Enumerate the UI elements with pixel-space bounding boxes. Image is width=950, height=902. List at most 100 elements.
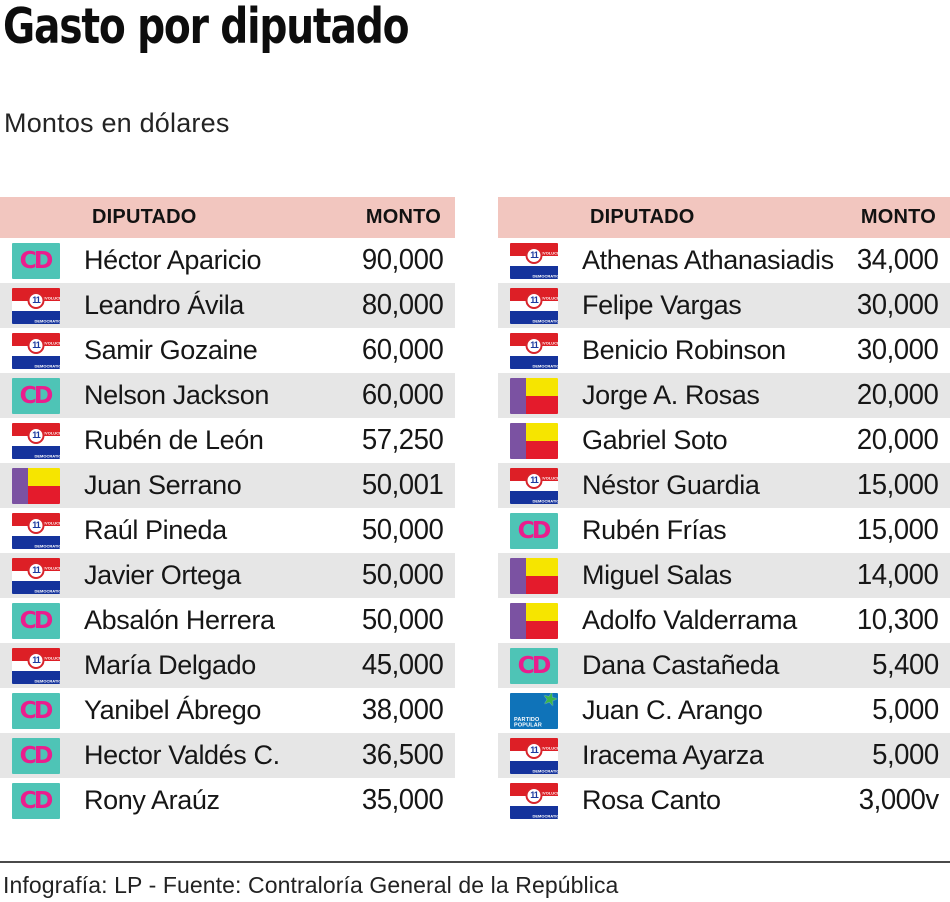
table-row: REVOLUCIONARIODEMOCRATICO11 Rosa Canto 3…	[498, 778, 950, 823]
table-header: DIPUTADO MONTO	[0, 197, 455, 238]
cd-logo: CD	[12, 242, 60, 279]
deputy-name: Dana Castañeda	[582, 650, 780, 680]
amount-value: 30,000	[857, 334, 939, 366]
prd-logo: REVOLUCIONARIODEMOCRATICO11	[510, 332, 558, 369]
amount-value: 3,000v	[858, 784, 939, 816]
prd-logo: REVOLUCIONARIODEMOCRATICO11	[510, 287, 558, 324]
table-row: Gabriel Soto 20,000	[498, 418, 950, 463]
table-row: CD Nelson Jackson 60,000	[0, 373, 455, 418]
cd-logo: CD	[510, 647, 558, 684]
amount-value: 60,000	[362, 334, 444, 366]
page-subtitle: Montos en dólares	[4, 108, 230, 138]
column-header-monto: MONTO	[365, 206, 441, 228]
page-title: Gasto por diputado	[3, 0, 410, 55]
prd-logo: REVOLUCIONARIODEMOCRATICO11	[12, 422, 60, 459]
deputy-name: Felipe Vargas	[582, 290, 742, 320]
cd-logo: CD	[510, 512, 558, 549]
deputy-name: Juan Serrano	[84, 470, 242, 500]
prd-logo: REVOLUCIONARIODEMOCRATICO11	[510, 737, 558, 774]
prd-logo: REVOLUCIONARIODEMOCRATICO11	[12, 647, 60, 684]
deputy-name: Rubén Frías	[582, 515, 727, 545]
panamenista-flag-logo	[12, 467, 60, 504]
table-row: REVOLUCIONARIODEMOCRATICO11 Javier Orteg…	[0, 553, 455, 598]
panamenista-flag-logo	[510, 422, 558, 459]
deputy-name: Gabriel Soto	[582, 425, 728, 455]
deputy-name: Raúl Pineda	[84, 515, 227, 545]
deputy-name: Leandro Ávila	[84, 290, 244, 320]
deputy-name: Athenas Athanasiadis	[582, 245, 834, 275]
deputy-name: Jorge A. Rosas	[582, 380, 760, 410]
amount-value: 38,000	[362, 694, 444, 726]
deputy-name: Iracema Ayarza	[582, 740, 764, 770]
deputy-name: Rosa Canto	[582, 785, 721, 815]
deputies-table-right: DIPUTADO MONTO REVOLUCIONARIODEMOCRATICO…	[498, 197, 950, 823]
table-row: REVOLUCIONARIODEMOCRATICO11 Benicio Robi…	[498, 328, 950, 373]
table-row: REVOLUCIONARIODEMOCRATICO11 Rubén de Leó…	[0, 418, 455, 463]
amount-value: 45,000	[362, 649, 444, 681]
table-row: CD Rubén Frías 15,000	[498, 508, 950, 553]
table-row: CD Hector Valdés C. 36,500	[0, 733, 455, 778]
deputy-name: Nelson Jackson	[84, 380, 269, 410]
table-row: CD Rony Araúz 35,000	[0, 778, 455, 823]
amount-value: 20,000	[857, 424, 939, 456]
amount-value: 30,000	[857, 289, 939, 321]
table-body: REVOLUCIONARIODEMOCRATICO11 Athenas Atha…	[498, 238, 950, 823]
table-row: Miguel Salas 14,000	[498, 553, 950, 598]
deputy-name: Juan C. Arango	[582, 695, 763, 725]
amount-value: 90,000	[362, 244, 444, 276]
table-row: REVOLUCIONARIODEMOCRATICO11 Raúl Pineda …	[0, 508, 455, 553]
deputy-name: Héctor Aparicio	[84, 245, 262, 275]
amount-value: 36,500	[362, 739, 444, 771]
table-row: CD Yanibel Ábrego 38,000	[0, 688, 455, 733]
table-row: REVOLUCIONARIODEMOCRATICO11 Athenas Atha…	[498, 238, 950, 283]
amount-value: 15,000	[857, 514, 939, 546]
deputy-name: Néstor Guardia	[582, 470, 760, 500]
cd-logo: CD	[12, 692, 60, 729]
panamenista-flag-logo	[510, 377, 558, 414]
amount-value: 5,000	[872, 694, 939, 726]
column-header-diputado: DIPUTADO	[590, 206, 695, 228]
table-row: REVOLUCIONARIODEMOCRATICO11 Néstor Guard…	[498, 463, 950, 508]
partido-popular-logo: ★ PARTIDO POPULAR	[510, 692, 558, 729]
table-row: Adolfo Valderrama 10,300	[498, 598, 950, 643]
table-row: REVOLUCIONARIODEMOCRATICO11 Samir Gozain…	[0, 328, 455, 373]
amount-value: 80,000	[362, 289, 444, 321]
column-header-monto: MONTO	[860, 206, 936, 228]
prd-logo: REVOLUCIONARIODEMOCRATICO11	[510, 242, 558, 279]
amount-value: 20,000	[857, 379, 939, 411]
amount-value: 35,000	[362, 784, 444, 816]
table-body: CD Héctor Aparicio 90,000 REVOLUCIONARIO…	[0, 238, 455, 823]
cd-logo: CD	[12, 782, 60, 819]
prd-logo: REVOLUCIONARIODEMOCRATICO11	[510, 467, 558, 504]
table-row: REVOLUCIONARIODEMOCRATICO11 Leandro Ávil…	[0, 283, 455, 328]
prd-logo: REVOLUCIONARIODEMOCRATICO11	[12, 332, 60, 369]
deputy-name: Benicio Robinson	[582, 335, 786, 365]
tables-container: DIPUTADO MONTO CD Héctor Aparicio 90,000…	[0, 197, 950, 823]
cd-logo: CD	[12, 377, 60, 414]
amount-value: 50,000	[362, 514, 444, 546]
amount-value: 50,001	[362, 469, 444, 501]
table-row: REVOLUCIONARIODEMOCRATICO11 Felipe Varga…	[498, 283, 950, 328]
deputy-name: Rubén de León	[84, 425, 264, 455]
table-row: CD Absalón Herrera 50,000	[0, 598, 455, 643]
deputy-name: Hector Valdés C.	[84, 740, 280, 770]
prd-logo: REVOLUCIONARIODEMOCRATICO11	[510, 782, 558, 819]
table-row: REVOLUCIONARIODEMOCRATICO11 María Delgad…	[0, 643, 455, 688]
source-credit: Infografía: LP - Fuente: Contraloría Gen…	[0, 861, 950, 899]
column-header-diputado: DIPUTADO	[92, 206, 197, 228]
deputy-name: Miguel Salas	[582, 560, 732, 590]
deputy-name: Samir Gozaine	[84, 335, 258, 365]
table-row: CD Héctor Aparicio 90,000	[0, 238, 455, 283]
amount-value: 10,300	[857, 604, 939, 636]
deputy-name: Javier Ortega	[84, 560, 241, 590]
amount-value: 34,000	[857, 244, 939, 276]
amount-value: 14,000	[857, 559, 939, 591]
deputy-name: Rony Araúz	[84, 785, 220, 815]
table-row: ★ PARTIDO POPULAR Juan C. Arango 5,000	[498, 688, 950, 733]
cd-logo: CD	[12, 737, 60, 774]
table-row: CD Dana Castañeda 5,400	[498, 643, 950, 688]
amount-value: 50,000	[362, 604, 444, 636]
cd-logo: CD	[12, 602, 60, 639]
amount-value: 50,000	[362, 559, 444, 591]
table-row: REVOLUCIONARIODEMOCRATICO11 Iracema Ayar…	[498, 733, 950, 778]
